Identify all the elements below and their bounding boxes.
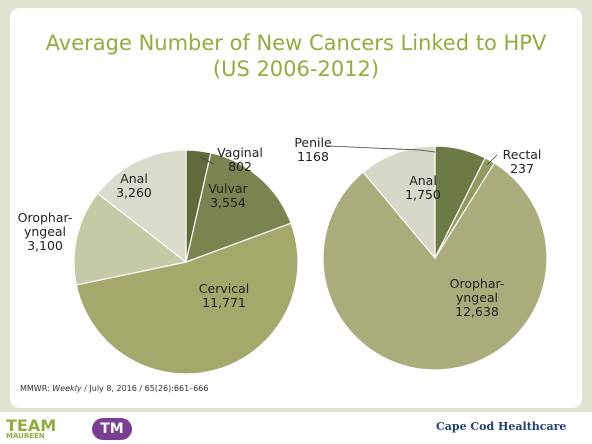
slice-name: Anal	[120, 171, 148, 186]
slice-value: 1168	[297, 149, 329, 164]
pie-slice	[96, 149, 187, 264]
slice-value: 3,554	[210, 195, 246, 210]
slice-name: Rectal	[502, 147, 542, 162]
slice-value: 11,771	[202, 295, 246, 310]
slice-value: 3,100	[27, 238, 63, 253]
slice-label: Anal 1,750	[405, 174, 441, 202]
pie-slice	[75, 222, 299, 375]
slice-value: 1,750	[405, 187, 441, 202]
logo-text: Cape Cod Healthcare	[436, 420, 567, 433]
logo-badge: TM	[92, 418, 132, 440]
slice-value: 12,638	[455, 304, 499, 319]
slice-name: Anal	[409, 173, 437, 188]
slice-label: Cervical 11,771	[199, 282, 249, 310]
slice-label: Vulvar 3,554	[208, 182, 247, 210]
source-prefix: MMWR:	[20, 384, 53, 393]
slice-label: Vaginal 802	[217, 146, 263, 174]
pie-slice	[73, 192, 188, 286]
slice-value: 237	[510, 161, 534, 176]
slice-value: 3,260	[116, 185, 152, 200]
leader-line	[199, 156, 215, 165]
source: MMWR: Weekly / July 8, 2016 / 65(26):661…	[20, 384, 208, 393]
logo-text: TEAM	[6, 416, 57, 435]
slice-name: Orophar- yngeal	[449, 276, 505, 305]
pie-slice	[185, 152, 292, 263]
slice-name: Vulvar	[208, 181, 248, 196]
leader-line	[486, 154, 498, 166]
slice-label: Rectal 237	[503, 148, 542, 176]
logo-text: MAUREEN	[6, 432, 45, 440]
leader-line	[327, 145, 436, 153]
slice-name: Vaginal	[217, 145, 263, 160]
slice-value: 802	[228, 159, 252, 174]
slice-label: Penile 1168	[294, 136, 331, 164]
source-journal: Weekly	[52, 384, 82, 393]
slice-name: Orophar- yngeal	[17, 210, 73, 239]
slice-label: Orophar- yngeal 3,100	[18, 211, 73, 253]
slice-name: Cervical	[198, 281, 250, 296]
slice-label: Anal 3,260	[116, 172, 152, 200]
source-rest: / July 8, 2016 / 65(26):661–666	[81, 384, 209, 393]
chart-title: Average Number of New Cancers Linked to …	[45, 31, 547, 81]
slice-label: Orophar- yngeal 12,638	[450, 277, 505, 319]
pie-slice	[362, 145, 436, 260]
slice-name: Penile	[294, 135, 332, 150]
pie-slice	[322, 162, 548, 371]
